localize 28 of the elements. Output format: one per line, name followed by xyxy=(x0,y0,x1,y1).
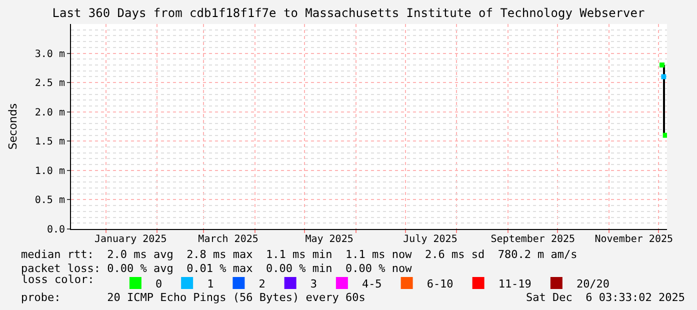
legend-label: 3 xyxy=(310,277,317,290)
chart-title: Last 360 Days from cdb1f18f1f7e to Massachusetts Institute of Technology Webserver xyxy=(52,6,645,20)
y-tick-label: 0.5 m xyxy=(34,195,65,206)
legend-label: 4-5 xyxy=(362,277,382,290)
x-tick-label: November 2025 xyxy=(594,234,674,245)
legend-label: 20/20 xyxy=(576,277,610,290)
legend-title: loss color: xyxy=(21,272,108,286)
x-tick-label: July 2025 xyxy=(403,234,458,245)
x-tick-label: January 2025 xyxy=(94,234,167,245)
y-tick-label: 3.0 m xyxy=(34,48,65,60)
text: median rtt: 2.0 ms avg 2.8 ms max 1.1 ms min 1.1 ms now 2.6 ms sd 780.2 m am/s xyxy=(21,248,578,261)
x-tick-label: March 2025 xyxy=(198,234,258,245)
legend-label: 0 xyxy=(155,277,162,290)
y-tick-label: 1.0 m xyxy=(34,166,65,177)
x-tick-label: September 2025 xyxy=(490,234,576,245)
x-tick-label: May 2025 xyxy=(305,234,354,245)
y-tick-label: 2.5 m xyxy=(34,78,65,90)
legend-label: 2 xyxy=(258,277,266,290)
legend-label: 6-10 xyxy=(426,277,454,290)
legend-label: 11-19 xyxy=(498,277,532,290)
y-axis-title: Seconds xyxy=(6,103,20,150)
y-tick-label: 0.0 xyxy=(46,224,65,236)
text: probe: 20 ICMP Echo Pings (56 Bytes) every 60s xyxy=(21,291,366,304)
legend-label: 1 xyxy=(207,277,214,290)
text: packet loss: 0.00 % avg 0.01 % max 0.00 % min 0.00 % now xyxy=(21,262,412,275)
y-tick-label: 2.0 m xyxy=(34,107,65,118)
text: Sat Dec 6 03:33:02 2025 xyxy=(526,291,685,304)
y-tick-label: 1.5 m xyxy=(34,136,65,148)
